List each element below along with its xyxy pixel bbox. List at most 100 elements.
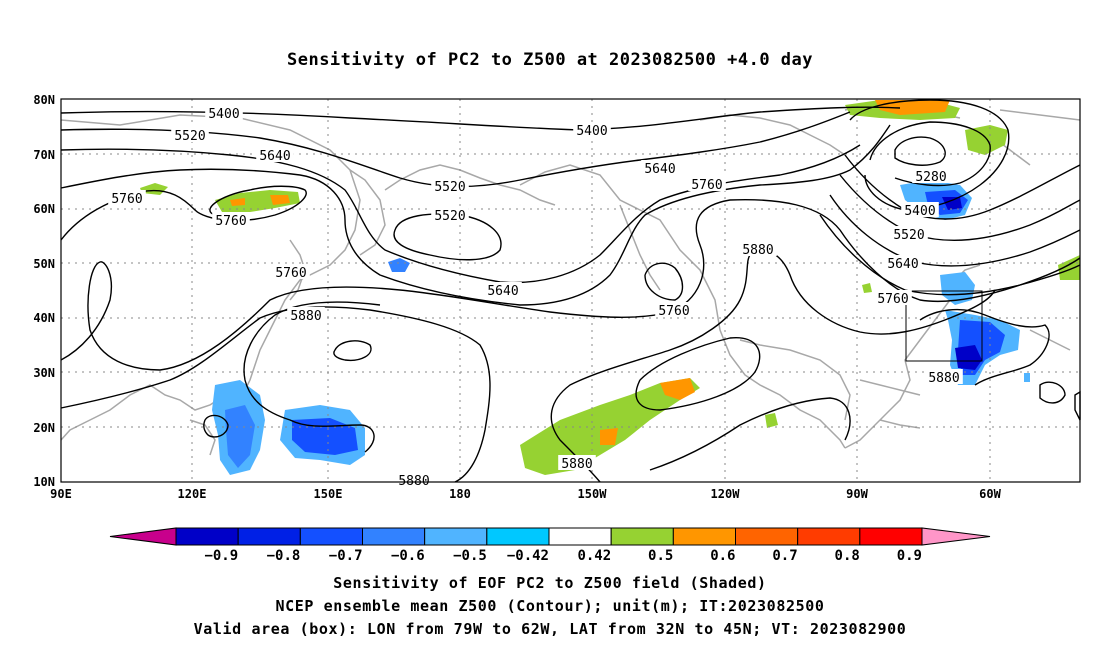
lon-label: 150E bbox=[314, 487, 343, 501]
colorbar-tick-label: 0.9 bbox=[897, 548, 922, 564]
contour-label: 5760 bbox=[275, 266, 306, 281]
contour-label: 5400 bbox=[208, 107, 239, 122]
contour-label-bg bbox=[912, 168, 950, 183]
colorbar-swatch bbox=[237, 527, 301, 546]
colorbar-tick-label: 0.8 bbox=[835, 548, 860, 564]
colorbar-tick-label: −0.5 bbox=[453, 548, 487, 564]
lat-label: 10N bbox=[33, 475, 55, 489]
caption-shading: Sensitivity of EOF PC2 to Z500 field (Sh… bbox=[333, 574, 767, 592]
contour-label: 5760 bbox=[658, 304, 689, 319]
contour-label-bg bbox=[573, 122, 611, 137]
contour-label: 5640 bbox=[259, 149, 290, 164]
colorbar-arrow-left bbox=[109, 527, 177, 546]
caption-valid-area: Valid area (box): LON from 79W to 62W, L… bbox=[193, 620, 907, 638]
contour-label-bg bbox=[287, 307, 325, 322]
lat-label: 20N bbox=[33, 421, 55, 435]
colorbar-arrow-right bbox=[921, 527, 991, 546]
contour-label: 5880 bbox=[290, 309, 321, 324]
contour-label: 5280 bbox=[915, 170, 946, 185]
map-panel: 5400552056405760576057605880552055205640… bbox=[60, 98, 1081, 489]
coastlines bbox=[60, 104, 1081, 456]
colorbar-swatch bbox=[548, 527, 612, 546]
longitude-labels: 90E 120E 150E 180 150W 120W 90W 60W bbox=[50, 487, 1001, 501]
contour-label: 5520 bbox=[434, 180, 465, 195]
grid-lines bbox=[61, 99, 1080, 482]
colorbar-swatch bbox=[672, 527, 736, 546]
contour-label-bg bbox=[884, 255, 922, 270]
contour-label: 5880 bbox=[928, 371, 959, 386]
colorbar-swatch bbox=[175, 527, 239, 546]
lat-label: 70N bbox=[33, 148, 55, 162]
contour-label: 5520 bbox=[434, 209, 465, 224]
lon-label: 120W bbox=[711, 487, 741, 501]
colorbar: −0.9 −0.8 −0.7 −0.6 −0.5 −0.42 0.42 0.5 0.6 0.7 0.… bbox=[109, 527, 991, 564]
colorbar-swatch bbox=[362, 527, 426, 546]
colorbar-swatch bbox=[486, 527, 550, 546]
contour-label-bg bbox=[874, 290, 912, 305]
contour-label-bg bbox=[655, 302, 693, 317]
contour-label-bg bbox=[641, 160, 679, 175]
lat-label: 30N bbox=[33, 366, 55, 380]
colorbar-swatch bbox=[610, 527, 674, 546]
contour-label: 5760 bbox=[215, 214, 246, 229]
caption-contour: NCEP ensemble mean Z500 (Contour); unit(… bbox=[275, 597, 825, 615]
lon-label: 180 bbox=[449, 487, 471, 501]
contour-label: 5880 bbox=[561, 457, 592, 472]
lon-label: 60W bbox=[979, 487, 1001, 501]
contour-label-bg bbox=[901, 202, 939, 217]
contour-label: 5640 bbox=[487, 284, 518, 299]
contour-label-bg bbox=[925, 369, 963, 384]
colorbar-tick-label: −0.9 bbox=[204, 548, 238, 564]
colorbar-swatch bbox=[735, 527, 799, 546]
contour-label-bg bbox=[395, 472, 433, 487]
contour-label-bg bbox=[108, 190, 146, 205]
colorbar-swatch bbox=[424, 527, 488, 546]
contour-label: 5760 bbox=[111, 192, 142, 207]
contour-label: 5760 bbox=[691, 178, 722, 193]
contour-label-bg bbox=[890, 226, 928, 241]
lat-label: 50N bbox=[33, 257, 55, 271]
contour-label-bg bbox=[484, 282, 522, 297]
contour-label-bg bbox=[171, 127, 209, 142]
contour-label-bg bbox=[558, 455, 596, 470]
contour-label-bg bbox=[205, 105, 243, 120]
colorbar-tick-label: 0.6 bbox=[710, 548, 735, 564]
contour-label: 5400 bbox=[576, 124, 607, 139]
lon-label: 90W bbox=[846, 487, 868, 501]
contour-label-bg bbox=[688, 176, 726, 191]
contour-label: 5520 bbox=[893, 228, 924, 243]
colorbar-swatch bbox=[859, 527, 923, 546]
contour-label-bg bbox=[431, 207, 469, 222]
lat-label: 60N bbox=[33, 202, 55, 216]
figure-title: Sensitivity of PC2 to Z500 at 2023082500… bbox=[286, 50, 813, 70]
colorbar-tick-label: −0.6 bbox=[391, 548, 425, 564]
lat-label: 40N bbox=[33, 311, 55, 325]
colorbar-swatch bbox=[299, 527, 364, 546]
colorbar-tick-label: 0.7 bbox=[772, 548, 797, 564]
contour-label-bg bbox=[431, 178, 469, 193]
lon-label: 90E bbox=[50, 487, 72, 501]
contour-label: 5760 bbox=[877, 292, 908, 307]
valid-area-box bbox=[905, 290, 983, 362]
colorbar-tick-label: 0.5 bbox=[648, 548, 673, 564]
contour-label-bg bbox=[256, 147, 294, 162]
colorbar-tick-label: 0.42 bbox=[577, 548, 611, 564]
colorbar-tick-label: −0.8 bbox=[267, 548, 301, 564]
colorbar-tick-label: −0.42 bbox=[507, 548, 549, 564]
contour-label-bg bbox=[739, 241, 777, 256]
contour-label: 5640 bbox=[644, 162, 675, 177]
colorbar-tick-label: −0.7 bbox=[329, 548, 363, 564]
contour-label: 5640 bbox=[887, 257, 918, 272]
contour-label-bg bbox=[212, 212, 250, 227]
contour-label: 5880 bbox=[742, 243, 773, 258]
lon-label: 150W bbox=[578, 487, 608, 501]
latitude-labels: 80N 70N 60N 50N 40N 30N 20N 10N bbox=[33, 93, 55, 489]
contour-label-bg bbox=[272, 264, 310, 279]
contour-labels: 5400552056405760576057605880552055205640… bbox=[108, 105, 963, 489]
contour-label: 5520 bbox=[174, 129, 205, 144]
colorbar-swatch bbox=[797, 527, 861, 546]
lon-label: 120E bbox=[178, 487, 207, 501]
lat-label: 80N bbox=[33, 93, 55, 107]
contour-label: 5400 bbox=[904, 204, 935, 219]
